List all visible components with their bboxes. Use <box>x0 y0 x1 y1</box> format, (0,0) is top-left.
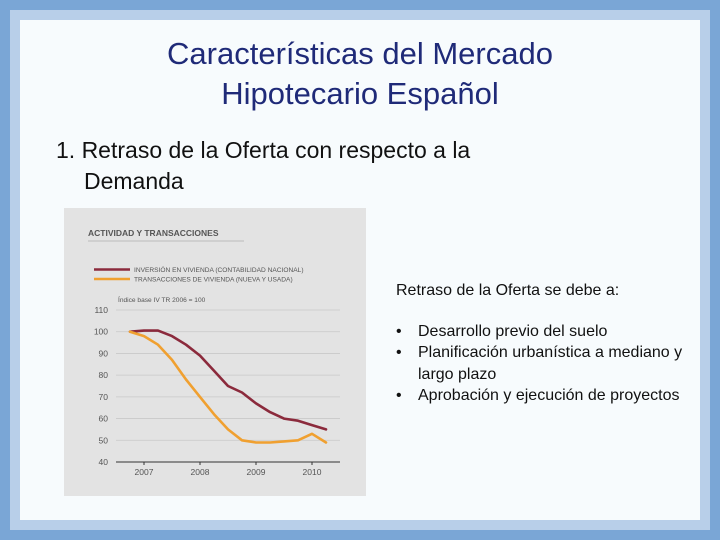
y-tick-label: 110 <box>94 305 108 315</box>
line-chart: ACTIVIDAD Y TRANSACCIONES INVERSIÓN EN VI… <box>88 228 340 477</box>
slide-title-line-1: Características del Mercado <box>167 36 553 71</box>
y-tick-label: 70 <box>99 392 109 402</box>
legend-label: TRANSACCIONES DE VIVIENDA (NUEVA Y USADA… <box>134 277 293 284</box>
bullet-item: Desarrollo previo del suelo <box>396 321 696 343</box>
y-tick-label: 100 <box>94 327 108 337</box>
chart-title: ACTIVIDAD Y TRANSACCIONES <box>88 228 219 238</box>
series-line <box>128 329 328 431</box>
y-tick-label: 90 <box>99 348 109 358</box>
slide-title-line-2: Hipotecario Español <box>221 76 499 111</box>
slide-subtitle: 1. Retraso de la Oferta con respecto a l… <box>56 135 656 197</box>
legend-label: INVERSIÓN EN VIVIENDA (CONTABILIDAD NACI… <box>134 265 304 274</box>
text-panel: Retraso de la Oferta se debe a: Desarrol… <box>396 280 696 407</box>
slide-title: Características del Mercado Hipotecario … <box>0 34 720 114</box>
y-tick-label: 60 <box>99 414 109 424</box>
bullet-item: Planificación urbanística a mediano y la… <box>396 342 696 385</box>
x-tick-label: 2009 <box>247 467 266 477</box>
bullet-item: Aprobación y ejecución de proyectos <box>396 385 696 407</box>
chart-note: Índice base IV TR 2006 = 100 <box>118 295 206 304</box>
subtitle-line-2: Demanda <box>84 168 184 194</box>
x-tick-label: 2008 <box>191 467 210 477</box>
bullet-list: Desarrollo previo del suelo Planificació… <box>396 321 696 407</box>
y-tick-label: 50 <box>99 435 109 445</box>
x-tick-label: 2010 <box>303 467 322 477</box>
chart-image: ACTIVIDAD Y TRANSACCIONES INVERSIÓN EN VI… <box>64 208 366 496</box>
panel-lead: Retraso de la Oferta se debe a: <box>396 282 620 299</box>
y-tick-label: 40 <box>99 457 109 467</box>
subtitle-line-1: 1. Retraso de la Oferta con respecto a l… <box>56 137 471 163</box>
series-line <box>128 330 328 444</box>
y-tick-label: 80 <box>99 370 109 380</box>
x-tick-label: 2007 <box>135 467 154 477</box>
